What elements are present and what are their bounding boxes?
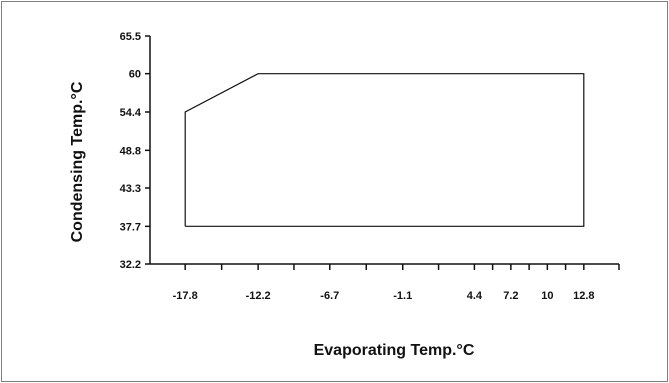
y-ticks: 65.5 60 54.4 48.8 43.3 37.7 32.2 [120,31,150,271]
y-tick-label: 60 [129,69,141,81]
x-tick-label: 10 [541,290,553,302]
x-tick-label: -17.8 [173,290,198,302]
y-tick-label: 32.2 [120,259,141,271]
y-tick-label: 65.5 [120,31,141,43]
x-tick-label: -6.7 [320,290,339,302]
x-tick-label: -1.1 [393,290,412,302]
envelope-line [184,73,585,227]
y-tick-label: 43.3 [120,183,141,195]
x-axis-title: Evaporating Temp.°C [314,342,475,359]
y-axis-title: Condensing Temp.°C [69,81,86,242]
x-tick-label: 12.8 [573,290,594,302]
x-tick-label: 7.2 [503,290,518,302]
y-tick-label: 37.7 [120,221,141,233]
x-tick-label: 4.4 [467,290,483,302]
y-tick-label: 54.4 [120,107,142,119]
x-tick-label: -12.2 [246,290,271,302]
y-tick-label: 48.8 [120,145,141,157]
series-layer [184,73,585,227]
x-ticks: -17.8 -12.2 -6.7 -1.1 4.4 7.2 10 12.8 [173,264,620,302]
